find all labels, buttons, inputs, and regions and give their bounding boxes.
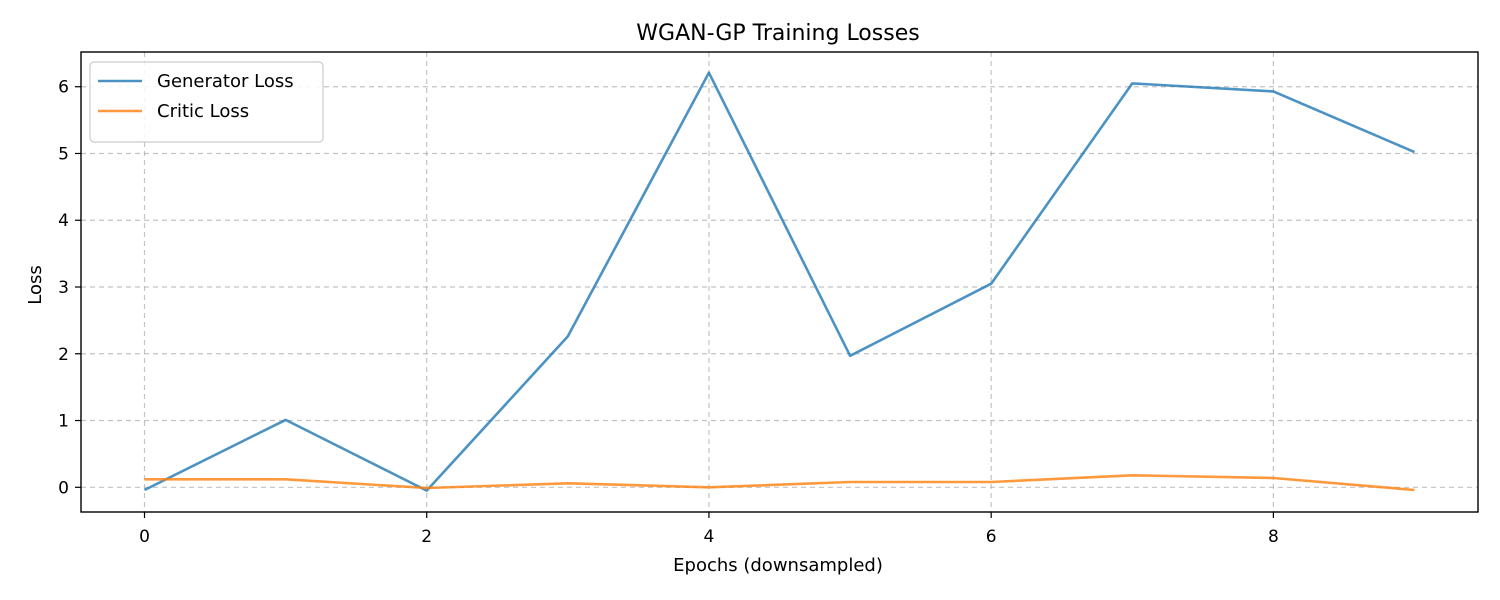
grid-layer [81, 52, 1478, 512]
y-tick-label: 3 [58, 278, 69, 298]
y-tick-label: 5 [58, 144, 69, 164]
y-tick-label: 2 [58, 345, 69, 365]
chart-title: WGAN-GP Training Losses [636, 21, 919, 46]
y-tick-label: 0 [58, 478, 69, 498]
x-axis-label: Epochs (downsampled) [673, 555, 883, 576]
y-axis-label: Loss [25, 265, 46, 304]
y-tick-label: 1 [58, 412, 69, 432]
y-tick-label: 4 [58, 211, 69, 231]
x-tick-label: 4 [704, 527, 715, 547]
plot-area-frame [80, 51, 1479, 513]
x-tick-label: 6 [986, 527, 997, 547]
tick-layer: 0 2 4 6 8 0 1 2 3 4 5 6 [58, 78, 1279, 547]
series-layer [143, 71, 1416, 492]
critic-loss-line [144, 473, 1415, 492]
generator-loss-line [143, 71, 1416, 492]
x-tick-label: 8 [1268, 527, 1279, 547]
legend-frame [89, 61, 324, 143]
legend: Generator Loss Critic Loss [89, 61, 324, 143]
x-tick-label: 0 [139, 527, 150, 547]
critic-loss-legend-label: Critic Loss [157, 101, 249, 122]
generator-loss-legend-label: Generator Loss [157, 71, 294, 92]
x-tick-label: 2 [421, 527, 432, 547]
y-tick-label: 6 [58, 78, 69, 98]
